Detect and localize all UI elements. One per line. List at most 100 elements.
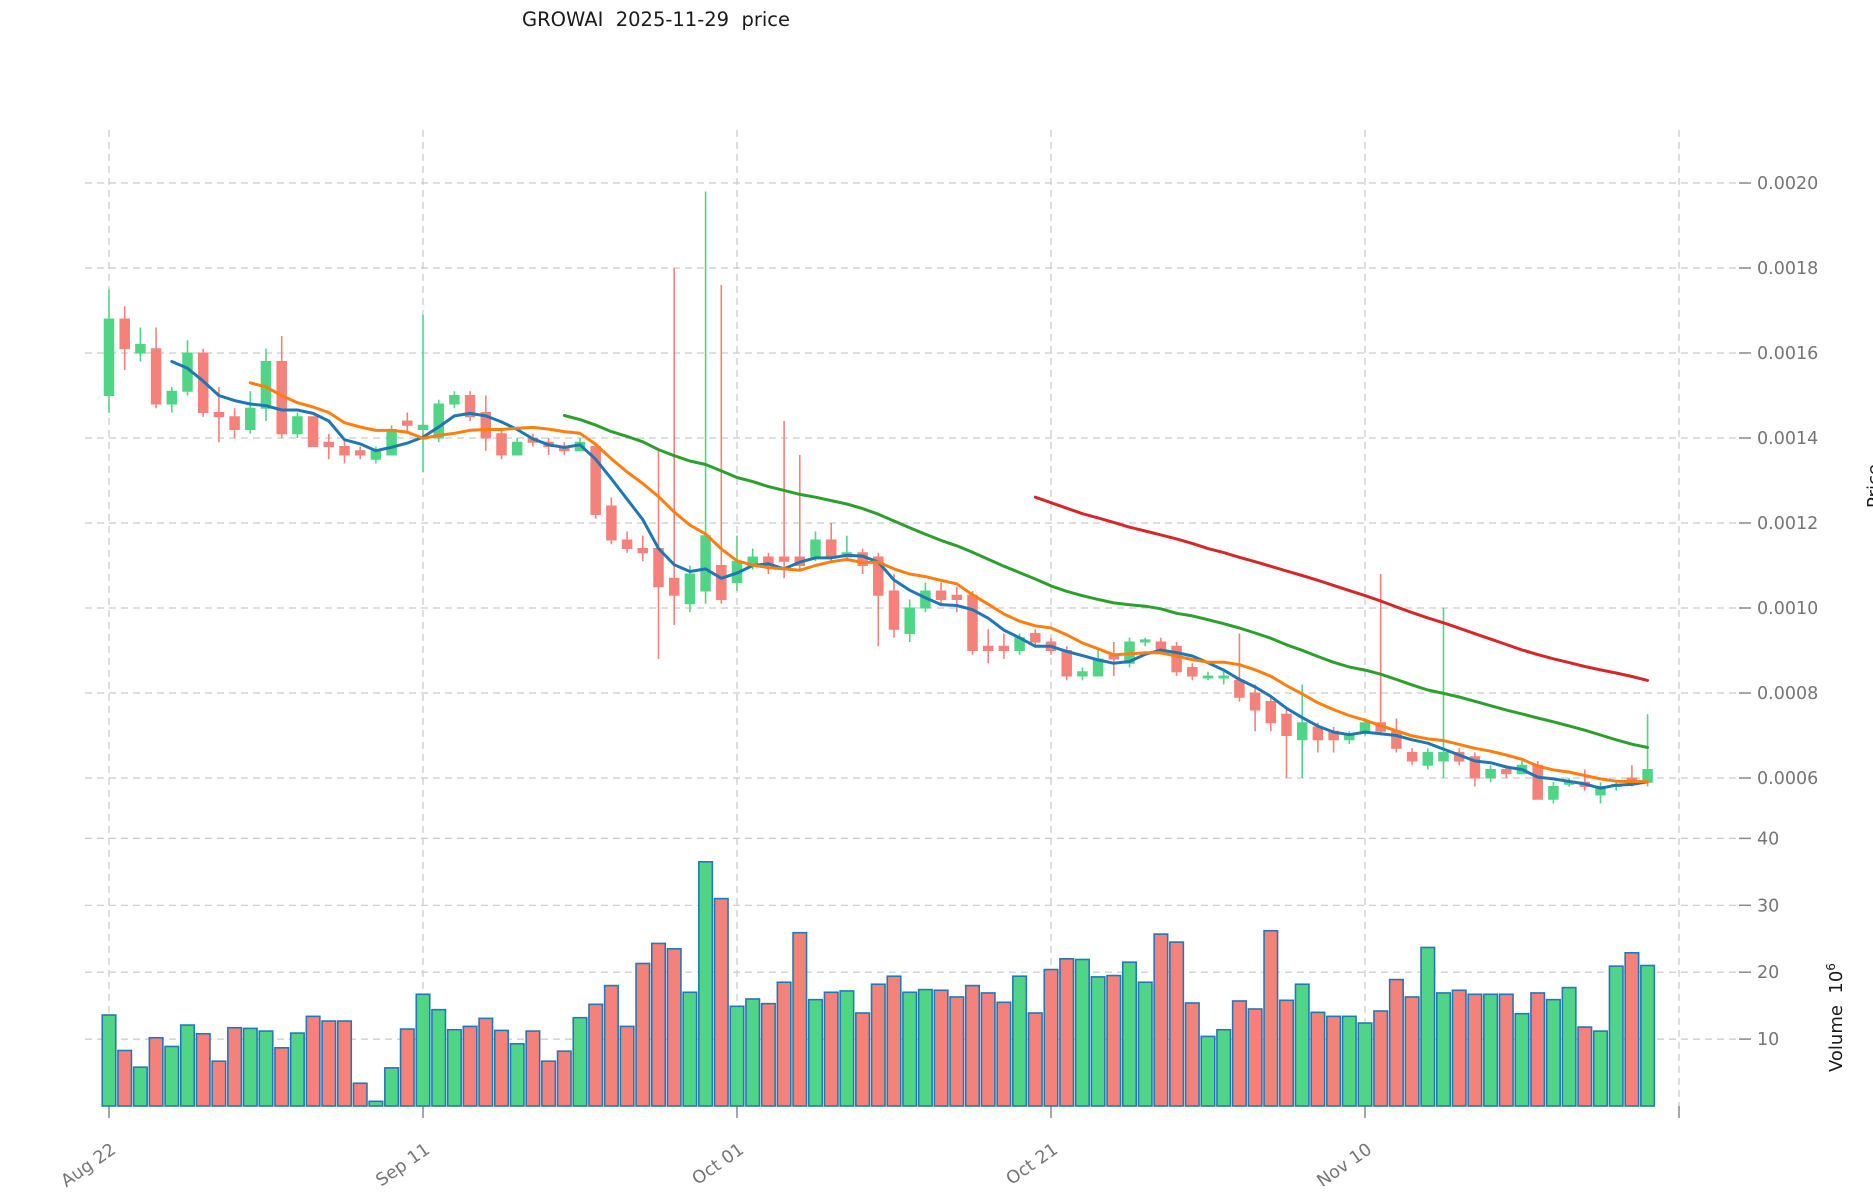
candle-body [700, 535, 711, 592]
ma10-line [248, 381, 1650, 784]
volume-bar [368, 1100, 384, 1107]
candle-body [1061, 650, 1072, 677]
price-tick-label: 0.0006 [1757, 769, 1818, 789]
volume-bar [384, 1067, 400, 1107]
price-tick-label: 0.0020 [1757, 174, 1818, 194]
candle-body [982, 645, 994, 651]
volume-tick-label: 30 [1757, 896, 1779, 916]
candle-body [496, 433, 507, 456]
candle-body [386, 429, 397, 456]
candle-body [637, 548, 649, 554]
chart-title: GROWAI 2025-11-29 price [522, 8, 790, 31]
x-tick-label: Oct 21 [1003, 1140, 1062, 1190]
volume-bar [305, 1015, 321, 1107]
volume-bar [1200, 1035, 1216, 1107]
candle-body [229, 416, 240, 430]
volume-bar [807, 998, 824, 1107]
candle-body [417, 424, 429, 430]
volume-bar [917, 988, 933, 1107]
volume-bar [1420, 946, 1436, 1107]
candle-body [402, 420, 413, 426]
candle-body [1595, 786, 1606, 796]
volume-bar [556, 1050, 572, 1107]
volume-bar [1216, 1028, 1232, 1107]
volume-bar [698, 861, 714, 1107]
volume-bar [1294, 983, 1310, 1107]
candle-body [166, 390, 178, 405]
volume-bar [164, 1045, 180, 1107]
volume-bar [211, 1060, 227, 1107]
volume-bar [478, 1017, 494, 1107]
volume-tick-label: 10 [1757, 1030, 1779, 1050]
price-tick-label: 0.0018 [1757, 259, 1818, 279]
price-tick-label: 0.0016 [1757, 344, 1818, 364]
candle-body [668, 577, 680, 596]
volume-bar [1310, 1011, 1326, 1107]
volume-bar [1545, 998, 1561, 1107]
candle-body [307, 416, 319, 447]
volume-bar [933, 989, 949, 1107]
candle-body [1171, 645, 1182, 673]
candle-body [998, 645, 1010, 651]
candle-body [1281, 713, 1292, 736]
volume-bar [1467, 993, 1483, 1107]
candle-body [464, 395, 476, 418]
volume-axis-unit-exp: 6 [1824, 963, 1838, 971]
candle-body [825, 539, 837, 558]
volume-bar [855, 1012, 871, 1107]
volume-bar [964, 984, 981, 1107]
volume-bar [1074, 958, 1090, 1107]
volume-bar [1263, 929, 1279, 1107]
candle-body [511, 441, 523, 456]
volume-bar [1608, 965, 1624, 1107]
candle-body [339, 446, 350, 456]
volume-bar [572, 1016, 588, 1107]
volume-bar [776, 981, 792, 1107]
volume-bar [1373, 1010, 1389, 1107]
volume-bar [682, 991, 698, 1107]
volume-bar [101, 1014, 117, 1107]
candle-body [763, 556, 774, 566]
volume-bar [1326, 1015, 1342, 1107]
candle-body [449, 395, 460, 405]
volume-bar [1027, 1012, 1043, 1107]
candle-body [354, 450, 366, 456]
x-tick-label: Aug 22 [58, 1140, 120, 1192]
candle-body [1202, 675, 1214, 679]
candle-body [1265, 701, 1277, 724]
volume-bar [650, 942, 667, 1107]
volume-tick-label: 20 [1757, 963, 1779, 983]
candle-body [1485, 769, 1496, 779]
volume-bar [179, 1024, 196, 1107]
candle-body [433, 403, 444, 439]
candle-body [119, 318, 130, 350]
volume-bar [446, 1028, 462, 1107]
x-tick-label: Oct 01 [689, 1140, 748, 1190]
candle-body [1139, 639, 1151, 643]
volume-bar [415, 993, 431, 1107]
volume-bar [1012, 975, 1028, 1107]
volume-bar [713, 897, 729, 1107]
volume-bar [321, 1020, 337, 1107]
candle-body [621, 539, 633, 549]
volume-bar [541, 1060, 557, 1107]
candle-body [1438, 752, 1449, 762]
volume-bar [1341, 1015, 1357, 1107]
volume-bar [148, 1036, 164, 1107]
volume-bar [996, 1001, 1012, 1107]
volume-bar [1090, 976, 1106, 1107]
volume-bar [1388, 978, 1404, 1107]
candle-body [967, 594, 978, 651]
volume-bar [870, 983, 886, 1107]
volume-bar [1404, 996, 1420, 1107]
x-tick-label: Sep 11 [373, 1140, 434, 1191]
volume-bar [242, 1027, 258, 1107]
volume-bar [1247, 1008, 1263, 1107]
volume-bar [1278, 999, 1295, 1107]
volume-bar [1561, 986, 1577, 1107]
volume-bar [1106, 974, 1122, 1107]
candle-body [606, 505, 617, 541]
volume-tick-label: 40 [1757, 829, 1779, 849]
candle-body [888, 590, 900, 630]
